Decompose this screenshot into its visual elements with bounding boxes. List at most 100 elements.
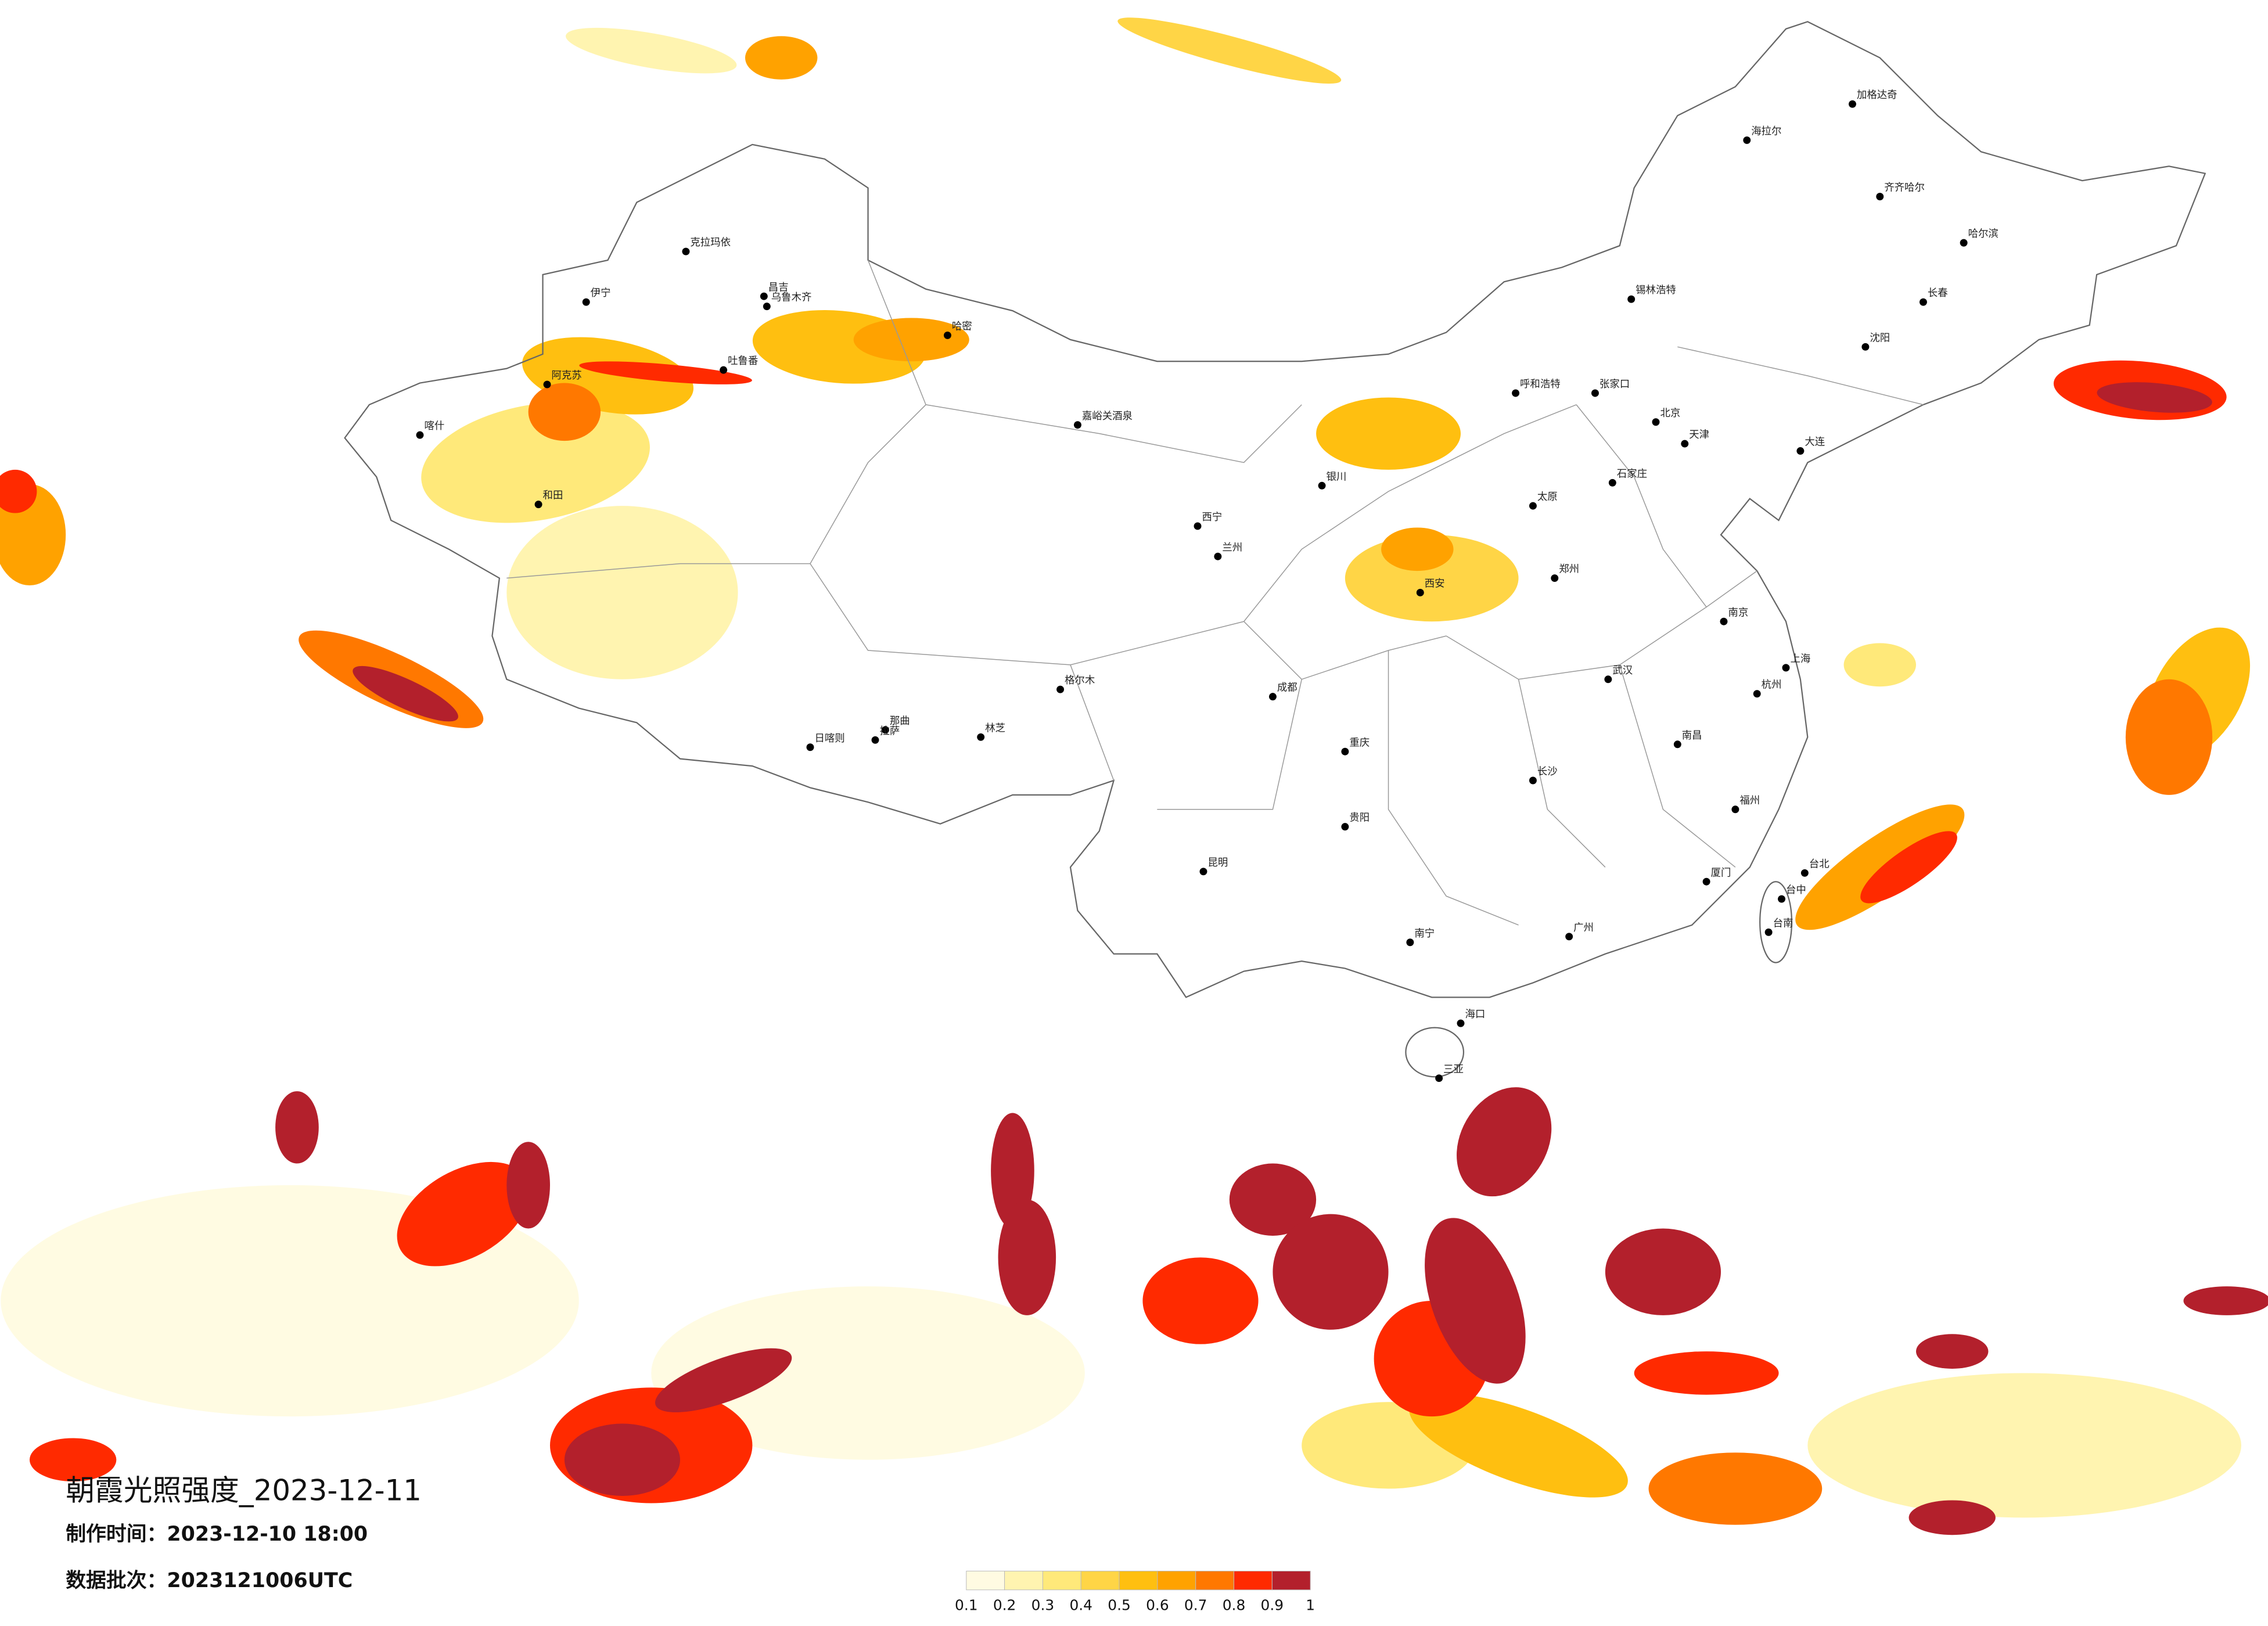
city-dot: [1753, 690, 1761, 698]
city-dot: [1565, 933, 1573, 941]
intensity-patch: [1316, 397, 1461, 470]
colorbar-tick-label: 0.8: [1223, 1597, 1246, 1614]
city-label: 南宁: [1414, 928, 1435, 940]
colorbar: 0.1 0.2 0.3 0.4 0.5 0.6 0.7 0.8 0.9 1: [955, 1570, 1315, 1614]
colorbar-box: [1042, 1570, 1081, 1591]
city-dot: [1591, 389, 1599, 397]
city-dot: [1435, 1074, 1443, 1082]
intensity-patch: [1908, 1500, 1996, 1535]
city-label: 北京: [1660, 408, 1680, 419]
city-dot: [682, 247, 690, 256]
intensity-patch: [745, 36, 818, 80]
intensity-patch: [506, 506, 738, 679]
city-dot: [1800, 869, 1809, 877]
colorbar-box: [1234, 1570, 1273, 1591]
city-dot: [720, 366, 728, 374]
colorbar-box: [966, 1570, 1005, 1591]
city-label: 成都: [1277, 682, 1297, 694]
country-outline: [344, 21, 2206, 1078]
city-label: 昌吉: [768, 282, 789, 293]
city-label: 日喀则: [814, 733, 844, 744]
city-label: 林芝: [985, 722, 1005, 734]
city-dot: [1318, 481, 1326, 490]
intensity-patch: [1425, 1218, 1526, 1384]
city-label: 武汉: [1612, 665, 1633, 677]
city-label: 广州: [1573, 922, 1594, 934]
city-label: 海拉尔: [1751, 125, 1781, 137]
make-time-label: 制作时间：: [66, 1523, 167, 1546]
city-label: 哈密: [952, 321, 972, 332]
city-dot: [1073, 421, 1081, 429]
colorbar-tick-label: 0.7: [1184, 1597, 1207, 1614]
city-label: 银川: [1327, 471, 1347, 483]
city-dot: [1796, 447, 1805, 455]
colorbar-tick-label: 0.6: [1146, 1597, 1169, 1614]
city-label: 上海: [1790, 653, 1810, 665]
intensity-patch: [397, 1161, 530, 1267]
city-label: 郑州: [1559, 564, 1579, 575]
city-label: 三亚: [1443, 1064, 1464, 1075]
colorbar-box: [1080, 1570, 1120, 1591]
intensity-patch: [353, 665, 458, 722]
city-label: 克拉玛依: [690, 237, 731, 249]
city-label: 天津: [1689, 429, 1709, 441]
city-label: 长春: [1928, 287, 1948, 299]
city-label: 喀什: [424, 420, 444, 432]
intensity-patch: [528, 383, 601, 441]
batch-label: 数据批次：: [66, 1569, 167, 1592]
city-dot: [1056, 685, 1065, 693]
colorbar-box: [1004, 1570, 1043, 1591]
intensity-patch: [2125, 679, 2213, 795]
intensity-patch: [1807, 1373, 2241, 1518]
city-dot: [1627, 295, 1636, 303]
intensity-patch: [1142, 1257, 1259, 1344]
city-label: 杭州: [1762, 679, 1782, 691]
city-label: 南京: [1728, 607, 1748, 618]
colorbar-tick-label: 1: [1306, 1597, 1315, 1614]
intensity-patch: [1605, 1228, 1721, 1315]
city-dot: [1731, 805, 1739, 814]
city-label: 重庆: [1349, 737, 1370, 749]
city-label: 长沙: [1537, 766, 1558, 778]
city-label: 贵阳: [1349, 812, 1370, 824]
city-dot: [1673, 740, 1681, 749]
city-dot: [1919, 298, 1927, 306]
intensity-patch: [1648, 1452, 1823, 1525]
city-label: 格尔木: [1065, 675, 1095, 686]
city-label: 南昌: [1682, 730, 1702, 742]
city-label: 伊宁: [591, 287, 611, 299]
city-label: 昆明: [1207, 857, 1228, 869]
city-dot: [1702, 877, 1710, 886]
city-label: 石家庄: [1617, 468, 1647, 480]
intensity-patch: [1860, 831, 1957, 904]
city-label: 乌鲁木齐: [771, 292, 812, 304]
colorbar-tick-label: 0.4: [1069, 1597, 1092, 1614]
city-dot: [1681, 440, 1689, 448]
city-label: 沈阳: [1870, 332, 1890, 344]
city-dot: [582, 298, 590, 306]
city-dot: [1341, 747, 1349, 756]
city-dot: [534, 501, 542, 509]
city-dot: [871, 736, 879, 744]
city-dot: [763, 303, 771, 311]
city-dot: [1512, 389, 1520, 397]
city-dot: [1782, 664, 1790, 672]
city-dot: [1743, 136, 1751, 144]
city-dot: [1778, 895, 1785, 903]
city-dot: [1764, 928, 1773, 936]
colorbar-tick-label: 0.1: [955, 1597, 978, 1614]
intensity-patch: [1381, 527, 1454, 571]
intensity-patch: [651, 1286, 1085, 1460]
intensity-patch: [2183, 1286, 2268, 1315]
colorbar-box: [1157, 1570, 1196, 1591]
intensity-patch: [1229, 1163, 1317, 1236]
intensity-patch: [1409, 1393, 1628, 1498]
intensity-patch: [2097, 382, 2212, 413]
city-label: 锡林浩特: [1636, 285, 1676, 296]
city-dot: [943, 331, 951, 339]
city-label: 哈尔滨: [1968, 228, 1999, 240]
colorbar-tick-label: 0.3: [1031, 1597, 1055, 1614]
